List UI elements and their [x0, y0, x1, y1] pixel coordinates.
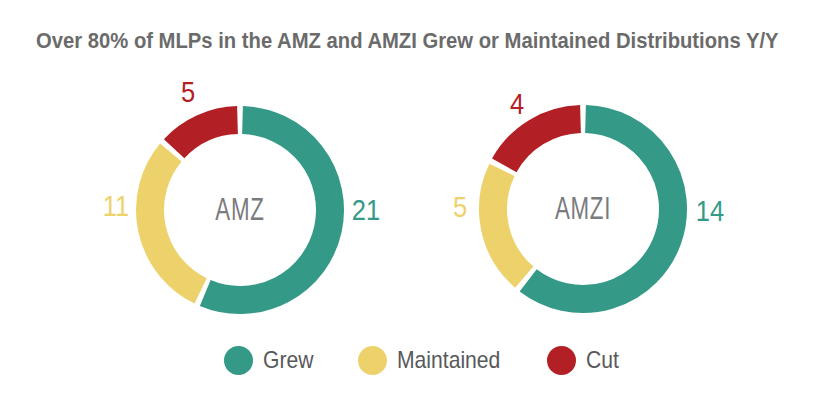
amzi-maintained-segment[interactable]: [493, 170, 524, 277]
amzi-cut-segment[interactable]: [504, 119, 580, 165]
amz-maintained-value: 11: [103, 189, 129, 223]
legend-item-maintained[interactable]: Maintained: [358, 345, 514, 375]
donut-center-label-amz: AMZ: [215, 192, 264, 228]
amz-cut-value: 5: [181, 75, 195, 109]
maintained-swatch-icon: [358, 346, 387, 375]
amz-grew-value: 21: [352, 193, 380, 227]
amzi-grew-value: 14: [696, 194, 724, 228]
cut-swatch-icon: [547, 346, 576, 375]
legend-label-maintained: Maintained: [397, 346, 500, 374]
legend-label-cut: Cut: [586, 346, 619, 374]
amz-cut-segment[interactable]: [174, 120, 237, 149]
grew-swatch-icon: [224, 346, 253, 375]
amz-maintained-segment[interactable]: [150, 152, 201, 290]
legend-item-cut[interactable]: Cut: [547, 345, 623, 375]
amzi-maintained-value: 5: [453, 190, 467, 224]
amzi-cut-value: 4: [510, 87, 524, 121]
legend-label-grew: Grew: [263, 346, 313, 374]
chart-title: Over 80% of MLPs in the AMZ and AMZI Gre…: [36, 28, 779, 54]
legend-item-grew[interactable]: Grew: [224, 345, 320, 375]
donut-center-label-amzi: AMZI: [555, 191, 611, 227]
